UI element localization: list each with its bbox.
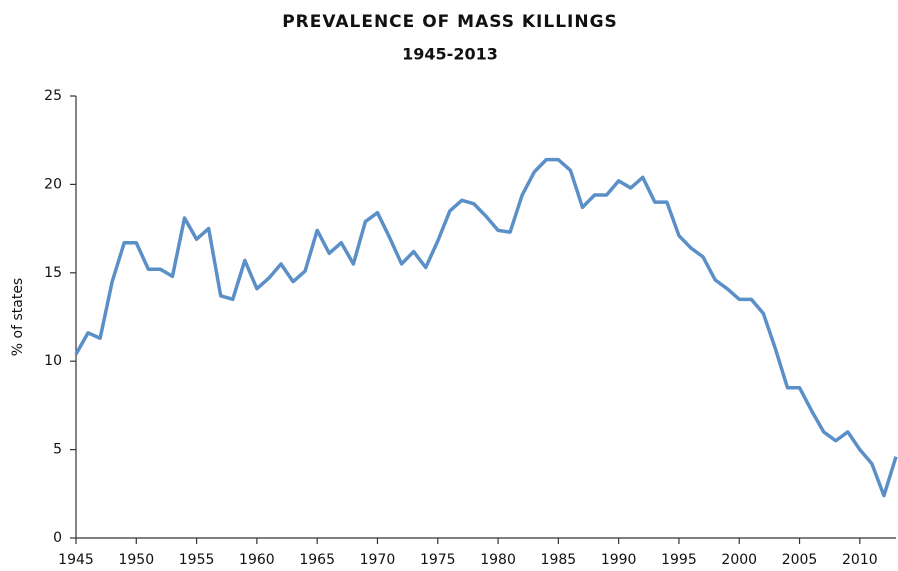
x-tick-label: 1960: [239, 552, 275, 568]
y-tick-label: 20: [44, 176, 62, 192]
x-tick-label: 1990: [601, 552, 637, 568]
y-tick-label: 10: [44, 353, 62, 369]
x-tick-label: 1975: [420, 552, 456, 568]
y-axis-label: % of states: [10, 278, 26, 356]
line-series: [74, 157, 898, 498]
x-tick-label: 1995: [661, 552, 697, 568]
x-tick-label: 2010: [842, 552, 878, 568]
y-tick-label: 5: [53, 442, 62, 458]
x-tick-label: 1950: [118, 552, 154, 568]
x-tick-label: 1970: [360, 552, 396, 568]
x-tick-label: 1965: [299, 552, 335, 568]
x-tick-label: 1980: [480, 552, 516, 568]
y-tick-label: 0: [53, 530, 62, 546]
x-tick-label: 1955: [179, 552, 215, 568]
y-tick-label: 15: [44, 265, 62, 281]
y-tick-label: 25: [44, 88, 62, 104]
x-tick-label: 1985: [541, 552, 577, 568]
chart-subtitle: 1945-2013: [402, 45, 498, 64]
x-tick-label: 1945: [58, 552, 94, 568]
x-tick-label: 2005: [782, 552, 818, 568]
x-tick-label: 2000: [721, 552, 757, 568]
chart-title: PREVALENCE OF MASS KILLINGS: [282, 12, 618, 32]
